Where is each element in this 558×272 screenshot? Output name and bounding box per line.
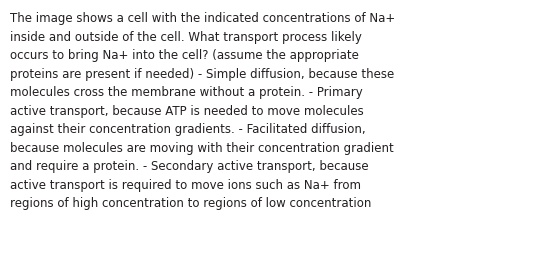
Text: The image shows a cell with the indicated concentrations of Na+
inside and outsi: The image shows a cell with the indicate…	[10, 12, 395, 210]
